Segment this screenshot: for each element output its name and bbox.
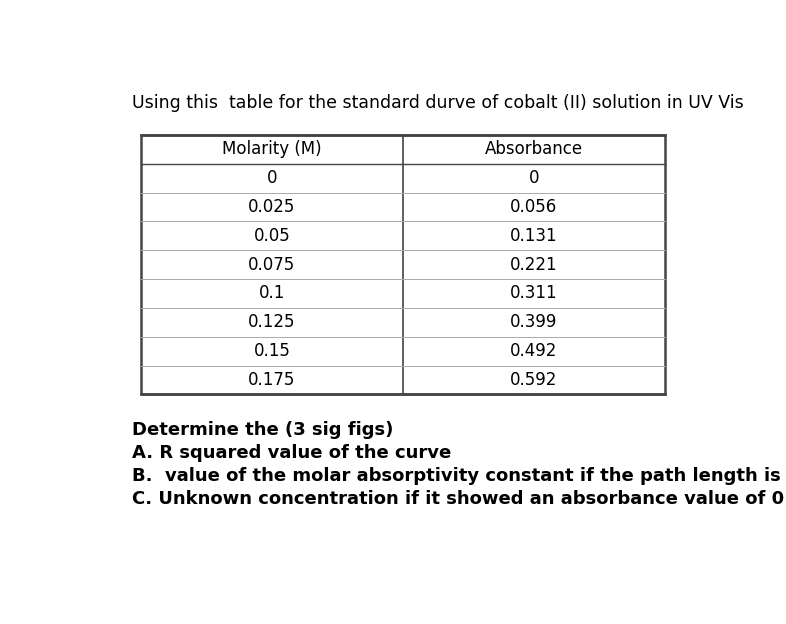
Text: A. R squared value of the curve: A. R squared value of the curve bbox=[132, 444, 451, 462]
Text: Using this  table for the standard durve of cobalt (II) solution in UV Vis: Using this table for the standard durve … bbox=[132, 94, 744, 112]
Text: 0.131: 0.131 bbox=[510, 227, 557, 245]
Text: Determine the (3 sig figs): Determine the (3 sig figs) bbox=[132, 421, 393, 439]
Text: 0: 0 bbox=[528, 169, 539, 187]
Text: 0.025: 0.025 bbox=[248, 198, 296, 216]
Text: 0.175: 0.175 bbox=[248, 371, 296, 389]
Text: 0.492: 0.492 bbox=[510, 342, 557, 360]
Text: Absorbance: Absorbance bbox=[485, 140, 583, 158]
Text: B.  value of the molar absorptivity constant if the path length is 10 cm?: B. value of the molar absorptivity const… bbox=[132, 467, 786, 485]
Text: 0.592: 0.592 bbox=[510, 371, 557, 389]
Text: 0.15: 0.15 bbox=[253, 342, 290, 360]
Text: Molarity (M): Molarity (M) bbox=[222, 140, 321, 158]
Text: 0.399: 0.399 bbox=[510, 313, 557, 331]
Text: 0.1: 0.1 bbox=[259, 285, 285, 303]
Text: 0.221: 0.221 bbox=[510, 256, 557, 274]
Text: 0.125: 0.125 bbox=[248, 313, 296, 331]
Text: C. Unknown concentration if it showed an absorbance value of 0.320?: C. Unknown concentration if it showed an… bbox=[132, 490, 786, 508]
Text: 0: 0 bbox=[266, 169, 277, 187]
Text: 0.056: 0.056 bbox=[510, 198, 557, 216]
Text: 0.311: 0.311 bbox=[510, 285, 557, 303]
Text: 0.05: 0.05 bbox=[253, 227, 290, 245]
Text: 0.075: 0.075 bbox=[248, 256, 296, 274]
